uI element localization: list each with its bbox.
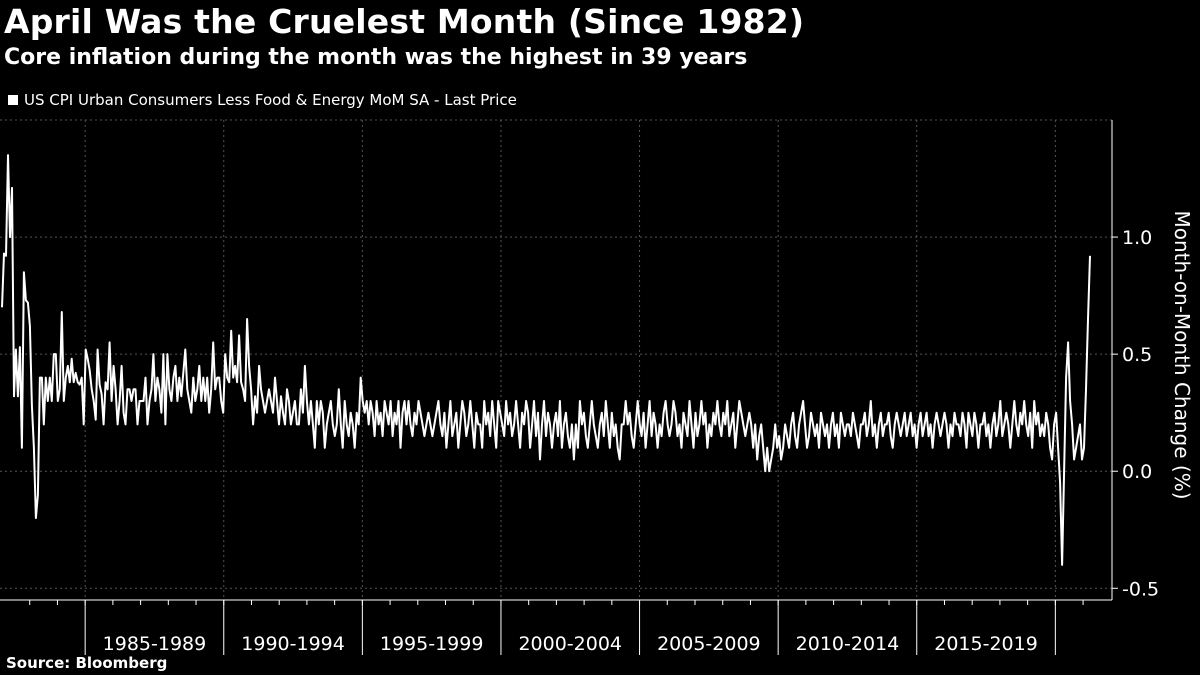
legend-entry: US CPI Urban Consumers Less Food & Energ… [24, 91, 517, 109]
x-period-label: 2015-2019 [934, 633, 1038, 655]
axis-layer: -0.5 0.0 0.5 1.0 1985-1989 1990-1994 1995-1999… [0, 120, 1159, 655]
x-period-label: 1985-1989 [103, 633, 207, 655]
x-period-label: 2010-2014 [796, 633, 900, 655]
series-line-core-cpi-mom [1, 154, 1091, 566]
y-tick-label: -0.5 [1122, 578, 1159, 600]
chart-title: April Was the Cruelest Month (Since 1982… [4, 2, 805, 41]
chart-subtitle: Core inflation during the month was the … [4, 45, 748, 70]
x-period-label: 2000-2004 [518, 633, 622, 655]
y-tick-label: 1.0 [1122, 227, 1152, 249]
legend-swatch-icon [8, 95, 18, 105]
x-period-label: 1990-1994 [241, 633, 345, 655]
x-period-label: 2005-2009 [657, 633, 761, 655]
y-tick-label: 0.0 [1122, 461, 1152, 483]
chart-legend: US CPI Urban Consumers Less Food & Energ… [8, 91, 517, 109]
series-layer [1, 154, 1091, 566]
y-axis-title: Month-on-Month Change (%) [1170, 211, 1194, 500]
x-period-label: 1995-1999 [380, 633, 484, 655]
source-note: Source: Bloomberg [6, 654, 168, 672]
y-tick-label: 0.5 [1122, 344, 1152, 366]
